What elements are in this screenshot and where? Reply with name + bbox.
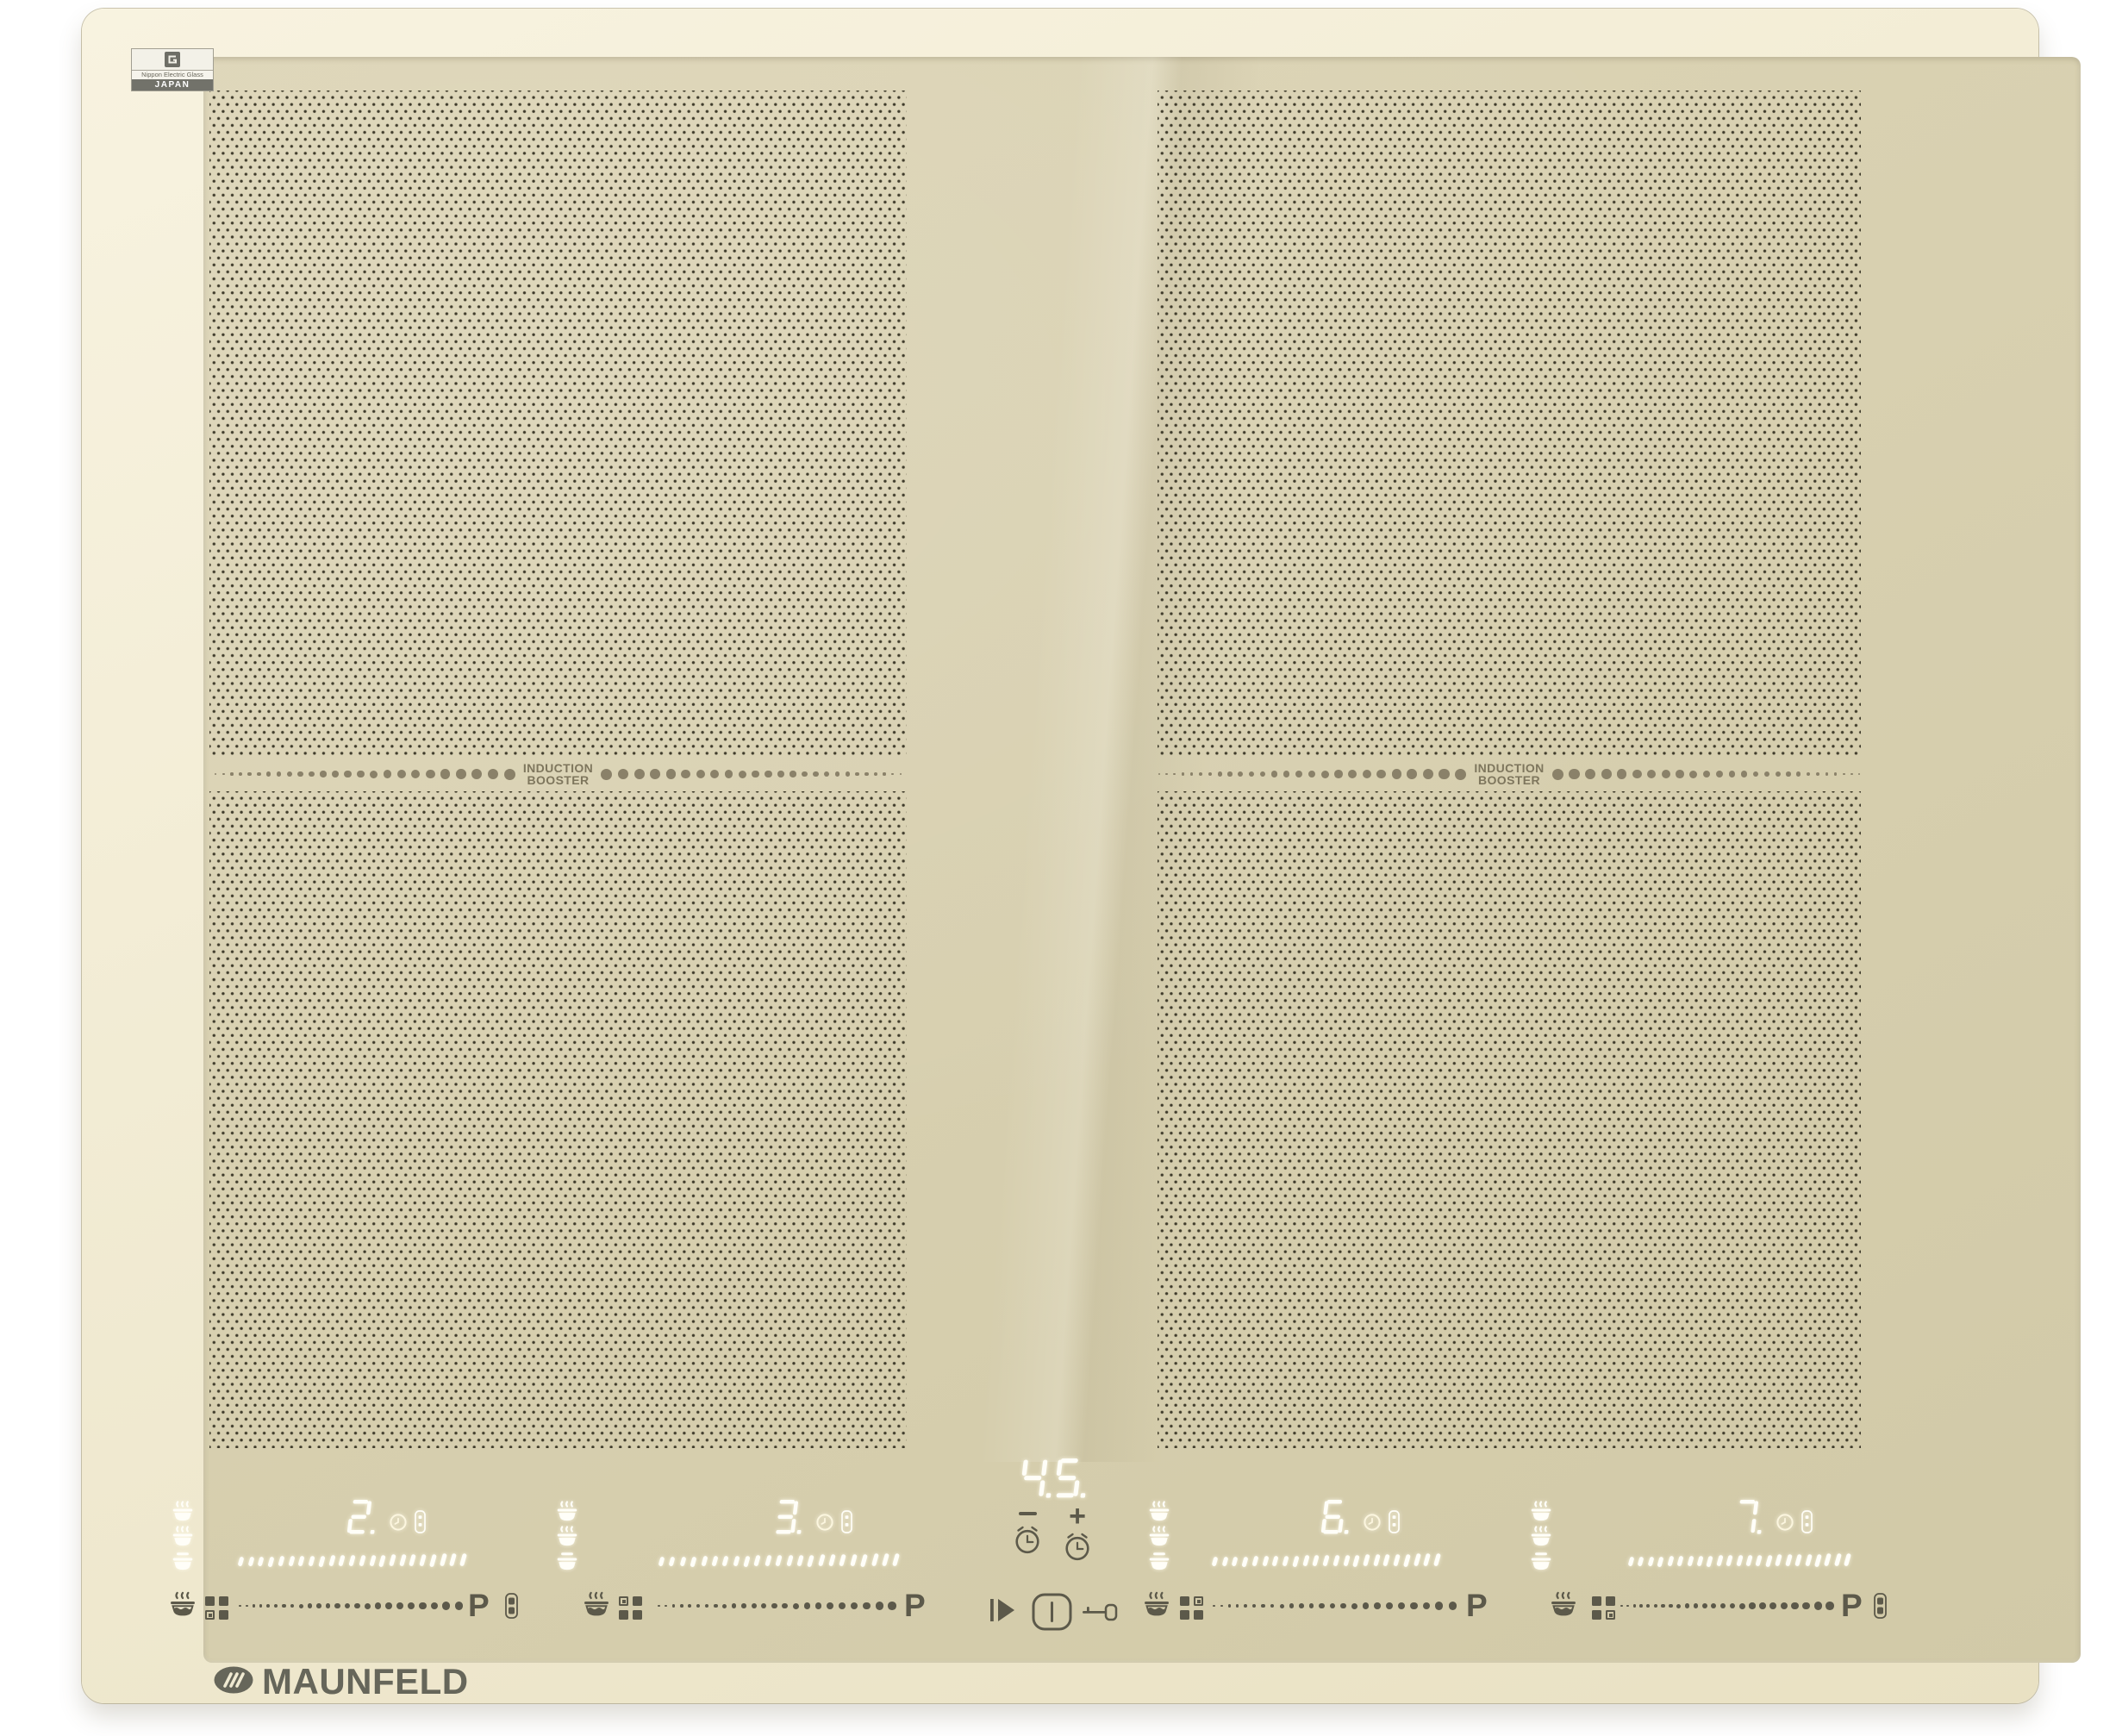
alarm-clock-icon bbox=[1061, 1532, 1094, 1567]
zone-front-right-timer-pill-icon bbox=[1801, 1510, 1813, 1538]
zone-rear-left-boost-button[interactable]: P bbox=[468, 1588, 490, 1623]
zone-front-right-mode-key-icon[interactable] bbox=[1874, 1593, 1887, 1623]
zone-rear-left-keep-warm-button[interactable] bbox=[167, 1591, 198, 1624]
bridge-cell bbox=[1592, 1596, 1601, 1606]
zone-front-left-keep-warm-button[interactable] bbox=[581, 1591, 612, 1624]
glass-maker-sticker: Nippon Electric Glass JAPAN bbox=[131, 48, 214, 91]
bridge-cell bbox=[219, 1596, 228, 1606]
pause-button[interactable] bbox=[989, 1598, 1015, 1627]
zone-front-left-pan-steam-icon bbox=[554, 1500, 580, 1528]
zone-rear-right-keep-warm-button[interactable] bbox=[1141, 1591, 1172, 1624]
bridge-cell bbox=[219, 1610, 228, 1620]
zone-front-left-pan-lid-icon bbox=[554, 1549, 580, 1577]
zone-rear-left-level-led-slider bbox=[237, 1552, 467, 1567]
cooking-zone-right-rear bbox=[1158, 91, 1861, 756]
cooktop-glass: INDUCTION BOOSTER INDUCTION BOOSTER Nipp… bbox=[82, 9, 2081, 1703]
alarm-clock-icon bbox=[1011, 1525, 1044, 1560]
zone-front-right-level-led-slider bbox=[1627, 1552, 1851, 1567]
booster-dots-left bbox=[1158, 768, 1467, 780]
zone-front-left-level-led-slider bbox=[658, 1552, 900, 1567]
zone-front-right-boost-button[interactable]: P bbox=[1841, 1588, 1863, 1623]
zone-rear-left-timer-pill-icon bbox=[414, 1510, 426, 1538]
booster-label: INDUCTION BOOSTER bbox=[1466, 760, 1551, 787]
bridge-active-cell bbox=[1194, 1596, 1203, 1606]
zone-rear-left-pan-steam-icon bbox=[170, 1500, 196, 1528]
zone-front-right-timer-clock-icon bbox=[1776, 1513, 1794, 1536]
booster-label-line1: INDUCTION bbox=[1474, 760, 1545, 775]
zone-rear-left-pan-lid-icon bbox=[170, 1549, 196, 1577]
bridge-cell bbox=[1606, 1596, 1615, 1606]
zone-rear-right-pan-steam-icon bbox=[1146, 1500, 1172, 1528]
zone-front-left-power-slider[interactable] bbox=[658, 1599, 896, 1613]
booster-label-line1: INDUCTION bbox=[522, 760, 594, 775]
booster-label-line2: BOOSTER bbox=[1477, 773, 1541, 787]
booster-dots-left bbox=[209, 768, 515, 780]
lock-key-button[interactable] bbox=[1081, 1603, 1118, 1626]
booster-dots-right bbox=[1551, 768, 1861, 780]
zone-rear-right-level-led-slider bbox=[1211, 1552, 1441, 1567]
zone-rear-left-mode-key-icon[interactable] bbox=[505, 1593, 518, 1623]
neg-logo-icon bbox=[132, 49, 213, 70]
zone-rear-left-power-slider[interactable] bbox=[239, 1599, 463, 1613]
booster-dots-right bbox=[601, 768, 907, 780]
zone-rear-right-timer-pill-icon bbox=[1388, 1510, 1400, 1538]
zone-front-left-pan-steam-icon bbox=[554, 1525, 580, 1553]
bridge-cell bbox=[633, 1596, 642, 1606]
zone-rear-right-timer-clock-icon bbox=[1363, 1513, 1382, 1536]
zone-front-left-boost-button[interactable]: P bbox=[904, 1588, 926, 1623]
zone-rear-left-timer-clock-icon bbox=[389, 1513, 408, 1536]
induction-booster-band-right: INDUCTION BOOSTER bbox=[1158, 760, 1861, 788]
power-button[interactable] bbox=[1032, 1593, 1072, 1635]
zone-rear-right-pan-steam-icon bbox=[1146, 1525, 1172, 1553]
glass-maker-country: JAPAN bbox=[132, 79, 213, 91]
bridge-active-cell bbox=[205, 1610, 215, 1620]
zone-rear-right-level-display bbox=[1320, 1500, 1357, 1539]
bridge-active-cell bbox=[619, 1596, 628, 1606]
zone-front-right-keep-warm-button[interactable] bbox=[1548, 1591, 1579, 1624]
minus-sign bbox=[1018, 1512, 1037, 1515]
bridge-cell bbox=[619, 1610, 628, 1620]
brand-wordmark: MAUNFELD bbox=[262, 1661, 469, 1702]
zone-rear-right-bridge-button[interactable] bbox=[1180, 1596, 1203, 1620]
cooking-zone-left-rear bbox=[209, 91, 907, 756]
bridge-cell bbox=[1194, 1610, 1203, 1620]
timer-display bbox=[1020, 1458, 1095, 1502]
cooking-zone-right-front bbox=[1158, 791, 1861, 1448]
zone-rear-right-pan-lid-icon bbox=[1146, 1549, 1172, 1577]
induction-booster-band-left: INDUCTION BOOSTER bbox=[209, 760, 907, 788]
booster-label: INDUCTION BOOSTER bbox=[515, 760, 601, 787]
bridge-cell bbox=[1180, 1610, 1189, 1620]
zone-rear-left-pan-steam-icon bbox=[170, 1525, 196, 1553]
zone-front-left-level-display bbox=[774, 1500, 810, 1539]
bridge-cell bbox=[633, 1610, 642, 1620]
brand-logo: MAUNFELD bbox=[213, 1661, 469, 1702]
zone-front-left-timer-pill-icon bbox=[840, 1510, 852, 1538]
timer-plus-button[interactable]: + bbox=[1058, 1500, 1097, 1567]
zone-front-left-bridge-button[interactable] bbox=[619, 1596, 642, 1620]
bridge-cell bbox=[1592, 1610, 1601, 1620]
timer-minus-button[interactable] bbox=[1008, 1512, 1047, 1560]
plus-sign: + bbox=[1069, 1500, 1086, 1533]
bridge-cell bbox=[1180, 1596, 1189, 1606]
zone-front-right-power-slider[interactable] bbox=[1620, 1599, 1834, 1613]
booster-label-line2: BOOSTER bbox=[527, 773, 590, 787]
cooking-zone-left-front bbox=[209, 791, 907, 1448]
bridge-cell bbox=[205, 1596, 215, 1606]
bridge-active-cell bbox=[1606, 1610, 1615, 1620]
brand-emblem-icon bbox=[213, 1665, 254, 1699]
zone-front-right-bridge-button[interactable] bbox=[1592, 1596, 1615, 1620]
zone-front-right-pan-steam-icon bbox=[1528, 1525, 1554, 1553]
zone-front-right-pan-steam-icon bbox=[1528, 1500, 1554, 1528]
zone-rear-left-bridge-button[interactable] bbox=[205, 1596, 228, 1620]
zone-rear-right-boost-button[interactable]: P bbox=[1466, 1588, 1488, 1623]
zone-front-right-level-display bbox=[1734, 1500, 1770, 1539]
zone-rear-left-level-display bbox=[346, 1500, 384, 1539]
zone-front-left-timer-clock-icon bbox=[815, 1513, 834, 1536]
zone-rear-right-power-slider[interactable] bbox=[1213, 1599, 1457, 1613]
zone-front-right-pan-lid-icon bbox=[1528, 1549, 1554, 1577]
glass-maker-name: Nippon Electric Glass bbox=[132, 70, 213, 79]
